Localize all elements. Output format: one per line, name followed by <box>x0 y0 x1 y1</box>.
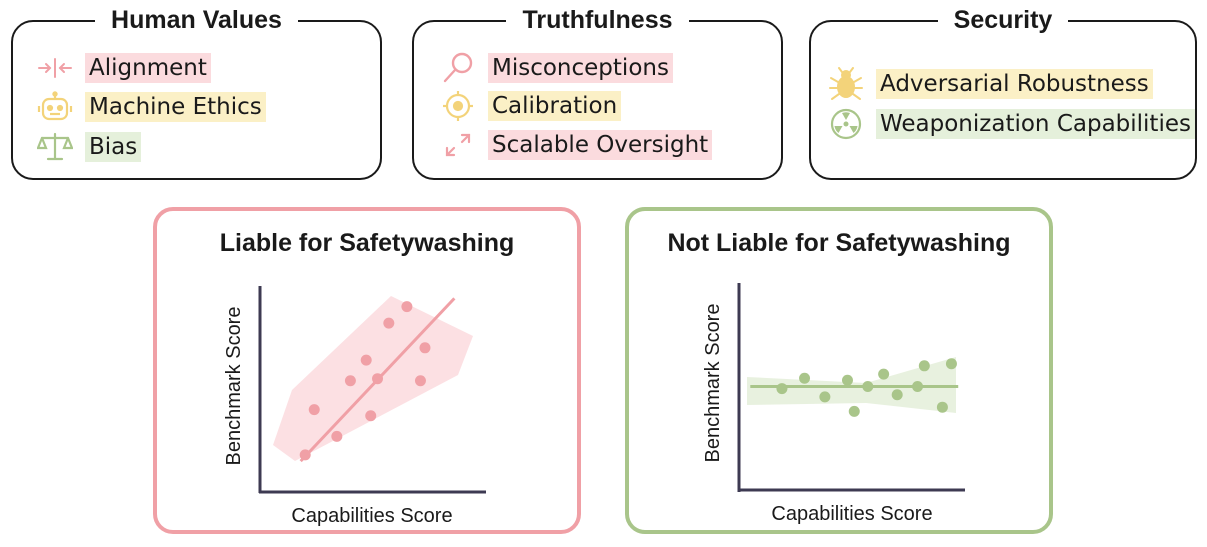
target-icon <box>440 90 476 122</box>
item-machine-ethics: Machine Ethics <box>37 91 266 123</box>
robot-icon <box>37 91 73 123</box>
radiation-icon <box>828 108 864 140</box>
category-title: Security <box>937 6 1069 34</box>
item-label: Adversarial Robustness <box>876 69 1153 99</box>
alignment-icon <box>37 52 73 84</box>
item-label: Alignment <box>85 53 211 83</box>
data-point <box>331 430 343 442</box>
data-point <box>401 301 413 313</box>
item-misconceptions: Misconceptions <box>440 52 673 84</box>
x-axis-label: Capabilities Score <box>771 503 932 525</box>
y-axis-label: Benchmark Score <box>702 304 724 463</box>
x-axis-label: Capabilities Score <box>291 505 452 527</box>
scales-icon <box>37 131 73 163</box>
data-point <box>299 449 311 461</box>
data-point <box>912 381 924 392</box>
item-label: Bias <box>85 132 142 162</box>
data-point <box>414 375 426 387</box>
category-title: Human Values <box>95 6 298 34</box>
item-scalable-oversight: Scalable Oversight <box>440 129 713 161</box>
liable-scatter-plot: Capabilities Score Benchmark Score <box>223 286 486 527</box>
panel-not-liable: Not Liable for Safetywashing Capabilitie… <box>625 207 1053 534</box>
data-point <box>776 383 788 395</box>
not-liable-scatter-plot: Capabilities Score Benchmark Score <box>702 283 965 525</box>
item-weaponization-capabilities: Weaponization Capabilities <box>828 108 1195 140</box>
item-label: Scalable Oversight <box>488 130 713 160</box>
panel-liable: Liable for Safetywashing Capabilities Sc… <box>153 207 581 534</box>
data-point <box>383 317 395 329</box>
category-title: Truthfulness <box>506 6 689 34</box>
category-truthfulness: Truthfulness Misconceptions Calibration … <box>412 6 783 180</box>
data-point <box>344 375 356 387</box>
item-alignment: Alignment <box>37 52 211 84</box>
y-axis-label: Benchmark Score <box>223 307 245 466</box>
category-human-values: Human Values Alignment Machine Ethics Bi… <box>11 6 382 180</box>
item-adversarial-robustness: Adversarial Robustness <box>828 67 1153 100</box>
bug-icon <box>828 67 864 100</box>
data-point <box>819 391 831 403</box>
data-point <box>878 368 890 380</box>
data-point <box>372 373 384 385</box>
data-point <box>365 410 377 422</box>
data-point <box>945 358 957 370</box>
data-point <box>841 374 853 386</box>
item-bias: Bias <box>37 131 142 163</box>
item-label: Calibration <box>488 91 622 121</box>
data-point <box>918 360 930 372</box>
data-point <box>891 389 903 401</box>
panel-title: Not Liable for Safetywashing <box>667 229 1011 257</box>
data-point <box>848 405 860 417</box>
item-calibration: Calibration <box>440 90 622 122</box>
item-label: Weaponization Capabilities <box>876 109 1195 139</box>
data-point <box>419 342 431 354</box>
magnifier-icon <box>440 52 476 84</box>
data-point <box>862 381 874 392</box>
data-point <box>360 354 372 366</box>
panel-title: Liable for Safetywashing <box>219 229 515 257</box>
item-label: Misconceptions <box>488 53 673 83</box>
data-point <box>936 401 948 413</box>
data-point <box>308 404 320 416</box>
category-security: Security Adversarial Robustness Weaponiz… <box>809 6 1197 180</box>
expand-arrows-icon <box>440 129 476 161</box>
item-label: Machine Ethics <box>85 92 266 122</box>
data-point <box>799 372 811 384</box>
